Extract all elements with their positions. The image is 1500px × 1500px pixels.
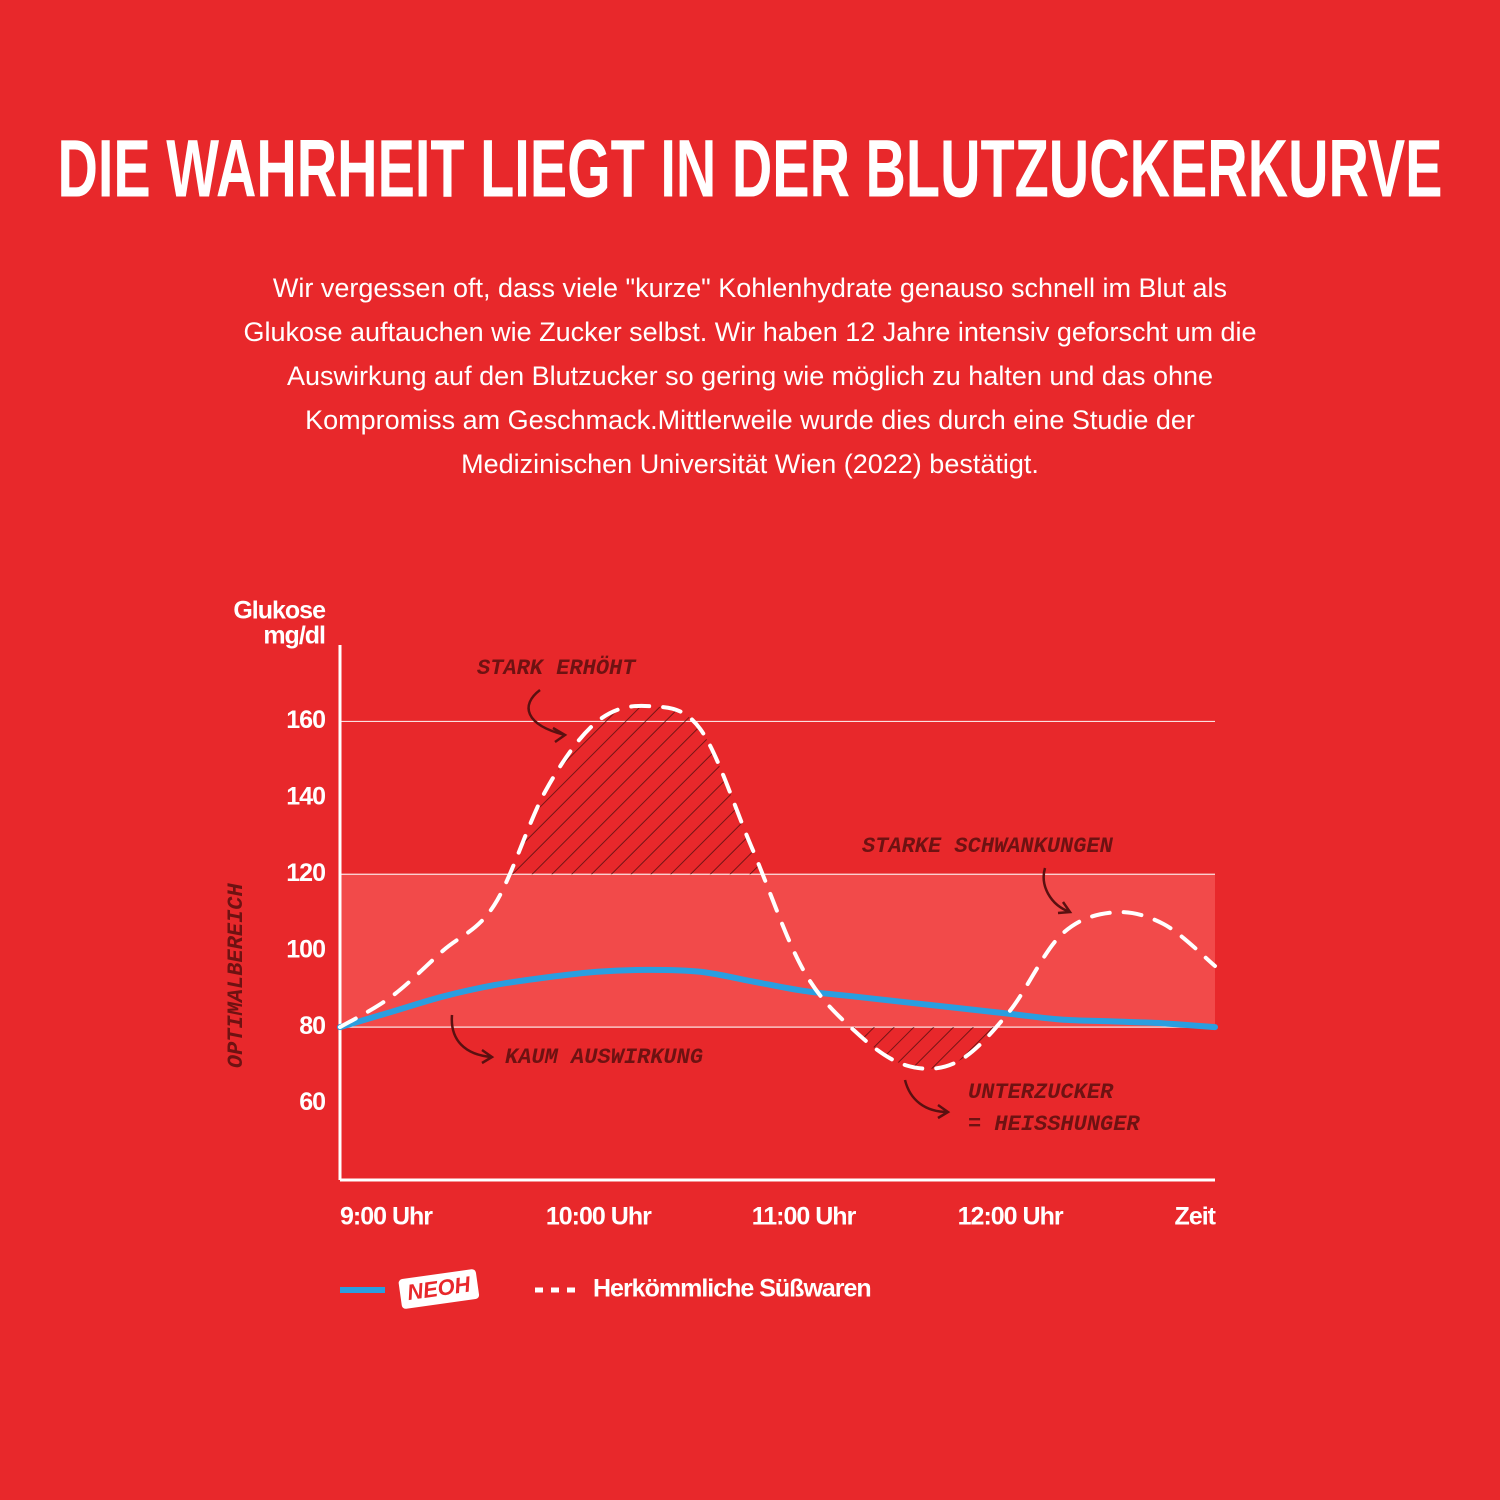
y-tick-label: 80 xyxy=(299,1012,325,1040)
annotation-arrow xyxy=(527,689,568,744)
annotation: = HEISSHUNGER xyxy=(968,1112,1140,1137)
x-tick-label: 9:00 Uhr xyxy=(340,1203,433,1231)
annotation: STARK ERHÖHT xyxy=(477,655,637,681)
intro-line: Kompromiss am Geschmack.Mittlerweile wur… xyxy=(305,405,1195,435)
series-line xyxy=(337,966,1218,1031)
hatch-high xyxy=(509,705,763,875)
annotation-arrow xyxy=(1042,867,1073,915)
intro-line: Medizinischen Universität Wien (2022) be… xyxy=(461,449,1039,479)
annotation: KAUM AUSWIRKUNG xyxy=(505,1045,703,1070)
x-tick-label: 11:00 Uhr xyxy=(752,1203,857,1231)
y-tick-label: 60 xyxy=(299,1088,325,1116)
intro-line: Glukose auftauchen wie Zucker selbst. Wi… xyxy=(243,317,1256,347)
legend-label: Herkömmliche Süßwaren xyxy=(593,1275,871,1303)
y-axis-label: mg/dl xyxy=(263,622,325,650)
annotation-arrow xyxy=(450,1014,495,1065)
x-axis-label: Zeit xyxy=(1175,1203,1217,1231)
intro-line: Auswirkung auf den Blutzucker so gering … xyxy=(287,361,1213,391)
y-tick-label: 100 xyxy=(286,935,325,963)
y-tick-label: 140 xyxy=(286,782,325,810)
optimal-range xyxy=(340,874,1215,1028)
optimal-label: OPTIMALBEREICH xyxy=(224,883,249,1069)
legend-badge xyxy=(398,1269,480,1309)
annotation: STARKE SCHWANKUNGEN xyxy=(862,834,1114,859)
annotation-arrow xyxy=(903,1079,951,1120)
series-line xyxy=(338,703,1217,1071)
y-tick-label: 120 xyxy=(286,859,325,887)
annotation: UNTERZUCKER xyxy=(968,1080,1114,1105)
y-tick-label: 160 xyxy=(286,706,325,734)
hatch-low xyxy=(850,1027,997,1069)
x-tick-label: 10:00 Uhr xyxy=(546,1203,652,1231)
y-axis-label: Glukose xyxy=(233,597,326,625)
x-tick-label: 12:00 Uhr xyxy=(958,1203,1064,1231)
page-title: DIE WAHRHEIT LIEGT IN DER BLUTZUCKERKURV… xyxy=(58,124,1443,215)
intro-line: Wir vergessen oft, dass viele "kurze" Ko… xyxy=(273,273,1227,303)
